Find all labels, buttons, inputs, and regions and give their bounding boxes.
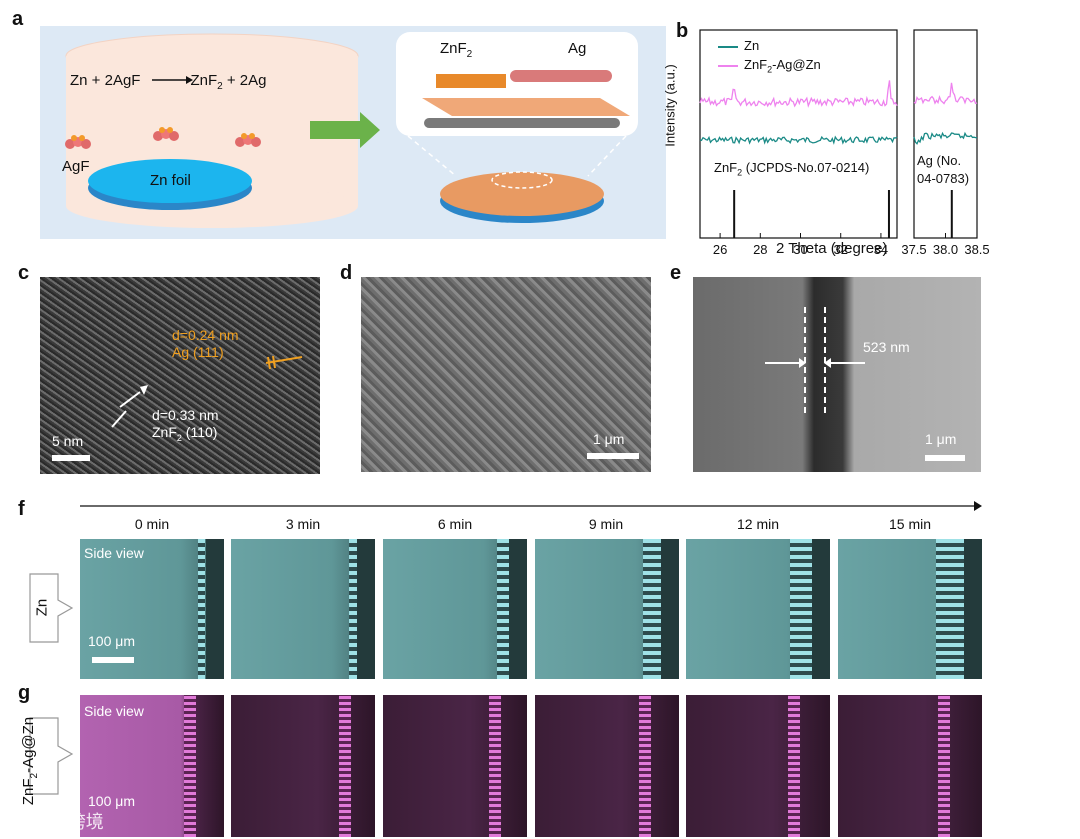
panel-label-e: e (670, 262, 682, 284)
znf2-scale-label: 100 μm (88, 793, 135, 809)
time-arrow (80, 501, 982, 511)
panel-label-d: d (340, 262, 353, 284)
znf2-frame-3 (231, 695, 375, 837)
znf2-label: ZnF2 (440, 40, 473, 60)
ref-ag-label: Ag (No. 04-0783) (917, 153, 970, 186)
ag-label: Ag (568, 40, 587, 57)
sem-cross-section-image: 523 nm 1 μm (693, 277, 981, 472)
ref-znf2-label: ZnF2 (JCPDS-No.07-0214) (714, 160, 870, 178)
time-label-12: 12 min (736, 516, 780, 532)
panel-label-b: b (676, 20, 689, 42)
series-znf2-line (699, 80, 898, 108)
sem-top-image: 1 μm (361, 277, 651, 472)
panel-label-g: g (18, 682, 31, 704)
legend: Zn ZnF2-Ag@Zn (718, 38, 821, 75)
panel-label-c: c (18, 262, 30, 284)
series-zn-line (913, 131, 978, 145)
zn-scale-label: 100 μm (88, 633, 135, 649)
panel-label-f: f (18, 498, 25, 520)
x-tick-label: 28 (753, 242, 767, 257)
panel-label-a: a (12, 8, 24, 30)
znf2-spacing-label: d=0.33 nm ZnF2 (110) (152, 407, 219, 443)
zn-frame-3 (231, 539, 375, 679)
x-tick-label: 30 (793, 242, 807, 257)
time-label-9: 9 min (588, 516, 624, 532)
x-tick-label: 34 (874, 242, 888, 257)
watermark-logo-icon (4, 812, 26, 834)
schematic-panel: Zn + 2AgF ZnF2 + 2Ag AgF Zn foil ZnF2 Ag (40, 26, 666, 239)
schematic-drawing (65, 32, 638, 228)
time-label-3: 3 min (285, 516, 321, 532)
znf2-frame-9 (535, 695, 679, 837)
cross-section-scale-label: 1 μm (925, 431, 957, 447)
zn-frame-0: Side view 100 μm (80, 539, 224, 679)
x-tick-label: 38.0 (933, 242, 958, 257)
thickness-label: 523 nm (863, 339, 910, 355)
row-arrow-zn-icon (29, 573, 74, 643)
sem-scale-label: 1 μm (593, 431, 625, 447)
x-tick-label: 32 (833, 242, 847, 257)
time-label-15: 15 min (888, 516, 932, 532)
znf2-frame-15 (838, 695, 982, 837)
tem-scalebar (52, 455, 90, 461)
row-label-znf2: ZnF2-Ag@Zn (20, 716, 41, 806)
row-label-zn: Zn (33, 598, 51, 617)
series-znf2-line (913, 82, 978, 105)
cross-section-scalebar (925, 455, 965, 461)
watermark: 大数跨境 (4, 808, 104, 834)
time-label-0: 0 min (134, 516, 170, 532)
reaction-equation: Zn + 2AgF ZnF2 + 2Ag (70, 72, 267, 92)
process-arrow-icon (310, 112, 380, 148)
x-tick-label: 37.5 (901, 242, 926, 257)
znf2-frame-0: Side view 100 μm (80, 695, 224, 837)
zn-frame-9 (535, 539, 679, 679)
xrd-ylabel: Intensity (a.u.) (662, 64, 678, 147)
legend-item-znf2: ZnF2-Ag@Zn (718, 57, 821, 75)
x-tick-label: 38.5 (964, 242, 989, 257)
series-zn-line (699, 135, 898, 145)
legend-item-zn: Zn (718, 38, 821, 53)
sem-scalebar (587, 453, 639, 459)
ag-spacing-label: d=0.24 nm Ag (111) (172, 327, 239, 360)
side-view-label-g: Side view (84, 703, 144, 719)
side-view-label: Side view (84, 545, 144, 561)
row-arrow-znf2-icon (29, 717, 74, 795)
zn-scalebar (92, 657, 134, 663)
zn-foil-label: Zn foil (150, 172, 191, 189)
agf-label: AgF (62, 158, 90, 175)
zn-frame-6 (383, 539, 527, 679)
xrd-chart: 26 28 30 32 34 37.5 38.0 38.5 (699, 29, 990, 257)
tem-scale-label: 5 nm (52, 433, 84, 449)
znf2-frame-12 (686, 695, 830, 837)
time-label-6: 6 min (437, 516, 473, 532)
x-tick-label: 26 (713, 242, 727, 257)
xrd-xlabel: 2 Theta (degree) (776, 240, 888, 257)
znf2-frame-6 (383, 695, 527, 837)
zn-frame-12 (686, 539, 830, 679)
tem-image: d=0.24 nm Ag (111) d=0.33 nm ZnF2 (110) 5 … (40, 277, 320, 474)
zn-frame-15 (838, 539, 982, 679)
agf-cluster-icon (65, 135, 91, 149)
